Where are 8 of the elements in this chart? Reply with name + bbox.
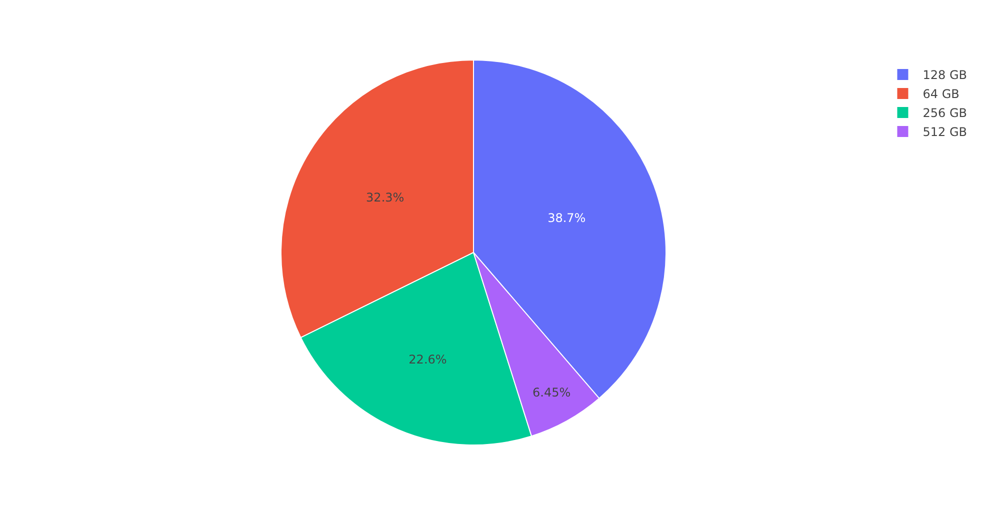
legend-label: 128 GB bbox=[922, 68, 967, 82]
legend-label: 256 GB bbox=[922, 106, 967, 120]
legend-label: 64 GB bbox=[922, 87, 960, 102]
data-label: 32.3% bbox=[366, 190, 404, 205]
data-label: 38.7% bbox=[548, 210, 586, 225]
data-label: 22.6% bbox=[408, 352, 447, 367]
data-label: 6.45% bbox=[532, 385, 571, 400]
legend-label: 512 GB bbox=[922, 125, 967, 140]
